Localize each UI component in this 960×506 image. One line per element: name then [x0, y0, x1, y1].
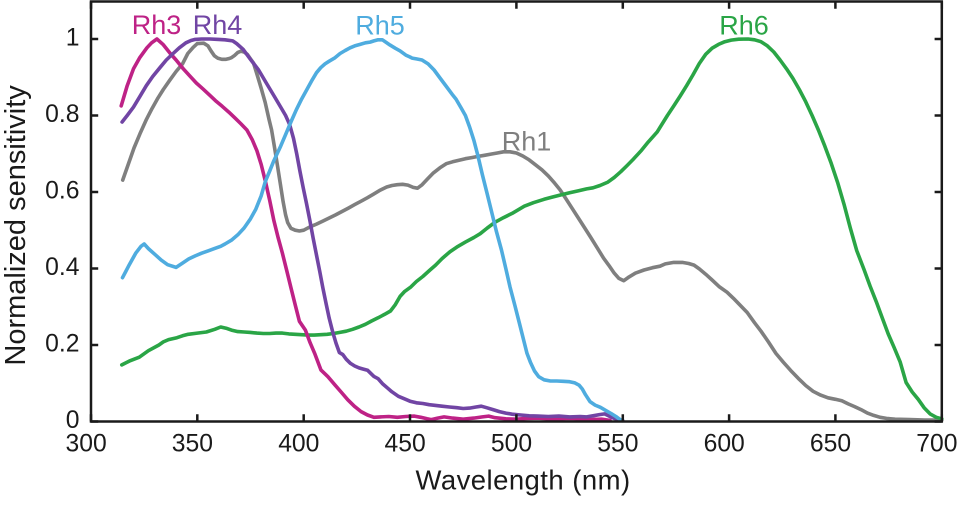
svg-text:400: 400 — [278, 430, 319, 457]
svg-text:0.6: 0.6 — [45, 178, 79, 205]
svg-text:350: 350 — [172, 430, 213, 457]
svg-text:Rh6: Rh6 — [719, 11, 769, 41]
svg-text:0.8: 0.8 — [45, 101, 79, 128]
svg-text:300: 300 — [65, 430, 106, 457]
svg-text:Normalized sensitivity: Normalized sensitivity — [0, 85, 32, 366]
svg-text:1: 1 — [66, 25, 80, 52]
svg-text:500: 500 — [491, 430, 532, 457]
svg-text:Rh5: Rh5 — [355, 11, 405, 41]
svg-text:0.4: 0.4 — [45, 254, 79, 281]
svg-text:Rh4: Rh4 — [193, 10, 243, 40]
svg-text:0: 0 — [66, 407, 80, 434]
svg-text:0.2: 0.2 — [45, 331, 79, 358]
svg-text:450: 450 — [384, 430, 425, 457]
svg-text:550: 550 — [597, 430, 638, 457]
svg-text:650: 650 — [810, 430, 851, 457]
svg-text:700: 700 — [916, 430, 957, 457]
svg-text:Wavelength (nm): Wavelength (nm) — [415, 465, 630, 496]
svg-text:600: 600 — [704, 430, 745, 457]
svg-text:Rh1: Rh1 — [502, 127, 552, 157]
svg-text:Rh3: Rh3 — [132, 10, 182, 40]
